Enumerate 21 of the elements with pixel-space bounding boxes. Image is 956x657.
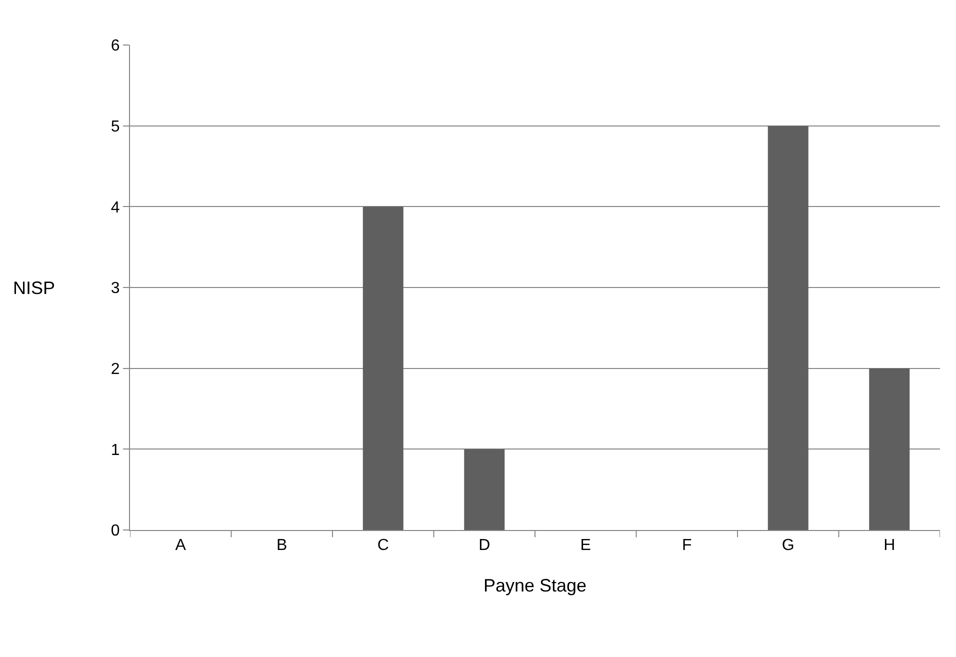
y-tick-label: 6 [110, 38, 120, 55]
y-tick-label: 1 [110, 442, 120, 459]
x-tick-label: G [782, 537, 794, 554]
bar [464, 449, 505, 530]
x-tick-label: C [377, 537, 389, 554]
x-tick-label: F [682, 537, 692, 554]
x-tick-label: D [478, 537, 490, 554]
x-tick-label: H [884, 537, 896, 554]
x-axis-title: Payne Stage [483, 575, 587, 596]
y-tick-label: 2 [110, 360, 120, 378]
bar [869, 368, 910, 530]
y-tick-label: 4 [110, 199, 120, 216]
bar [768, 126, 808, 530]
y-tick-label: 5 [110, 118, 120, 136]
y-tick-label: 3 [110, 280, 120, 298]
x-tick-label: A [175, 537, 186, 554]
bar [362, 206, 404, 530]
x-tick-label: E [580, 537, 591, 554]
x-tick-label: B [276, 537, 288, 554]
y-axis-title: NISP [13, 278, 56, 298]
y-tick-label: 0 [110, 522, 120, 540]
